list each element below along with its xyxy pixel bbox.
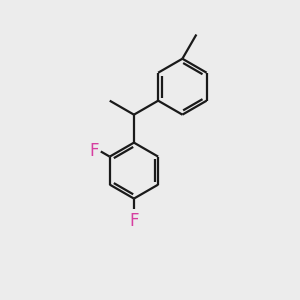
Text: F: F [129,212,139,230]
Text: F: F [89,142,98,160]
